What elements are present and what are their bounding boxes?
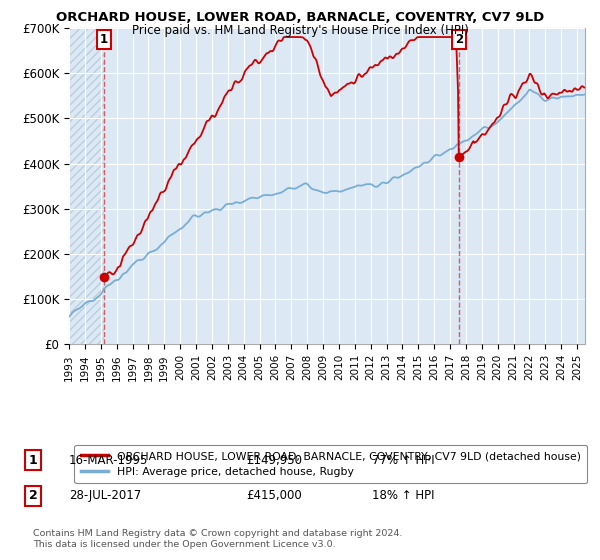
Text: 28-JUL-2017: 28-JUL-2017 (69, 489, 141, 502)
Text: 1: 1 (100, 32, 108, 46)
Text: 77% ↑ HPI: 77% ↑ HPI (372, 454, 434, 467)
Text: 16-MAR-1995: 16-MAR-1995 (69, 454, 148, 467)
Text: ORCHARD HOUSE, LOWER ROAD, BARNACLE, COVENTRY, CV7 9LD: ORCHARD HOUSE, LOWER ROAD, BARNACLE, COV… (56, 11, 544, 24)
Text: 1: 1 (29, 454, 37, 467)
Text: 2: 2 (455, 32, 463, 46)
Text: 2: 2 (29, 489, 37, 502)
Text: £149,950: £149,950 (246, 454, 302, 467)
Legend: ORCHARD HOUSE, LOWER ROAD, BARNACLE, COVENTRY, CV7 9LD (detached house), HPI: Av: ORCHARD HOUSE, LOWER ROAD, BARNACLE, COV… (74, 445, 587, 483)
Text: Contains HM Land Registry data © Crown copyright and database right 2024.
This d: Contains HM Land Registry data © Crown c… (33, 529, 403, 549)
Text: 18% ↑ HPI: 18% ↑ HPI (372, 489, 434, 502)
Bar (69, 28, 104, 344)
Text: Price paid vs. HM Land Registry's House Price Index (HPI): Price paid vs. HM Land Registry's House … (131, 24, 469, 36)
Text: £415,000: £415,000 (246, 489, 302, 502)
